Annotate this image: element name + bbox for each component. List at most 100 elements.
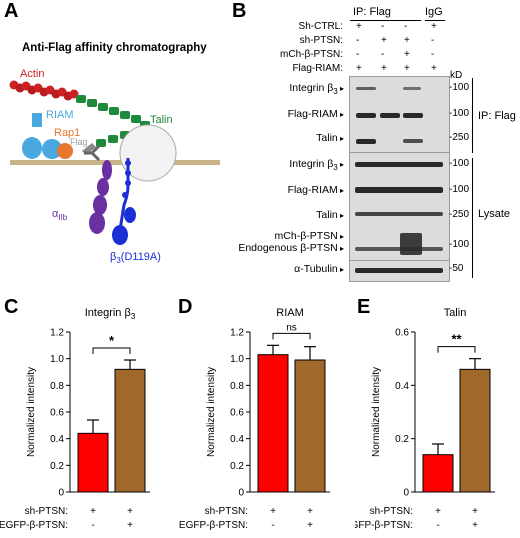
condition-sign: + (431, 63, 437, 74)
lysate-group-bracket (472, 158, 473, 278)
y-tick-label: 0 (58, 488, 64, 499)
y-tick-label: 0.4 (50, 434, 64, 445)
condition-label: sh-PTSN: (25, 506, 68, 517)
significance-label: ** (451, 332, 462, 347)
chart-title: RIAM (276, 307, 304, 319)
panel-letter-d: D (178, 296, 193, 318)
y-axis-label: Normalized intensity (26, 367, 37, 457)
kd-marker: -100 (449, 108, 470, 119)
condition-sign: + (270, 506, 276, 517)
condition-sign: - (356, 49, 360, 60)
condition-sign: - (381, 49, 385, 60)
blot-row-label: Integrin β3 ▸ (289, 158, 344, 173)
membrane (10, 160, 220, 165)
kd-marker: -100 (449, 239, 470, 250)
panel-letter-c: C (4, 296, 19, 318)
y-tick-label: 1.0 (230, 354, 244, 365)
condition-sign: - (271, 520, 274, 531)
condition-sign: + (127, 520, 133, 531)
kd-marker: -50 (449, 263, 464, 274)
affinity-bead (119, 124, 177, 182)
condition-sign: + (356, 21, 362, 32)
y-tick-label: 0.2 (50, 461, 64, 472)
condition-label: sh-PTSN: (205, 506, 248, 517)
y-tick-label: 0.6 (50, 408, 64, 419)
blot-row-label: Talin ▸ (316, 132, 344, 144)
y-tick-label: 0.6 (395, 328, 409, 339)
lysate-blot-upper (349, 152, 450, 264)
y-tick-label: 0.2 (230, 461, 244, 472)
panel-letter-e: E (357, 296, 371, 318)
condition-sign: + (127, 506, 133, 517)
alpha-label: αIIb (52, 208, 68, 222)
chart-title: Talin (444, 307, 467, 319)
condition-label: EGFP-β-PTSN: (355, 520, 413, 531)
kd-marker: -250 (449, 132, 470, 143)
bar (257, 354, 289, 493)
bar (294, 359, 326, 493)
y-tick-label: 0.6 (230, 408, 244, 419)
chart-c: Integrin β3 0 0.2 0.4 0.6 0.8 1.0 1.2 Normalized… (0, 307, 150, 531)
y-tick-label: 0.8 (50, 381, 64, 392)
condition-sign: + (404, 35, 410, 46)
condition-sign: - (431, 35, 435, 46)
blot-row-label: α-Tubulin ▸ (294, 263, 344, 275)
condition-sign: + (381, 63, 387, 74)
condition-sign: + (356, 63, 362, 74)
condition-sign: - (404, 21, 408, 32)
panel-a-title: Anti-Flag affinity chromatography (22, 42, 207, 54)
chart-d: RIAM 0 0.2 0.4 0.6 0.8 1.0 1.2 Normalized intens… (179, 307, 330, 531)
condition-sign: + (307, 506, 313, 517)
blot-row-label: mCh-β-PTSN ▸ (274, 230, 344, 242)
condition-sign: + (90, 506, 96, 517)
bar (114, 368, 146, 493)
significance-bracket (92, 347, 131, 354)
beta3-integrin (112, 158, 136, 245)
condition-label: Flag-RIAM: (292, 63, 343, 74)
significance-bracket (272, 332, 311, 340)
kd-marker: -100 (449, 184, 470, 195)
y-tick-label: 0.4 (395, 381, 409, 392)
tubulin-blot (349, 260, 450, 282)
igg-header: IgG (425, 6, 443, 18)
kd-marker: -100 (449, 158, 470, 169)
condition-sign: - (431, 49, 435, 60)
alpha-iib-integrin (89, 160, 112, 234)
panel-letter-a: A (4, 0, 19, 22)
beta3-label: β3(D119A) (110, 251, 161, 265)
y-axis-label: Normalized intensity (206, 367, 217, 457)
condition-label: EGFP-β-PTSN: (179, 520, 248, 531)
ip-blot (349, 76, 450, 159)
condition-sign: + (435, 506, 441, 517)
condition-sign: + (307, 520, 313, 531)
condition-label: EGFP-β-PTSN: (0, 520, 68, 531)
condition-sign: + (404, 63, 410, 74)
bar (422, 454, 454, 493)
condition-sign: + (472, 506, 478, 517)
igg-header-line (425, 20, 445, 21)
ip-group-label: IP: Flag (478, 110, 516, 122)
condition-sign: + (472, 520, 478, 531)
blot-row-label: Integrin β3 ▸ (289, 82, 344, 97)
riam-domain-2 (42, 139, 62, 159)
ip-group-bracket (472, 78, 473, 153)
blot-row-label: Endogenous β-PTSN ▸ (238, 242, 344, 254)
ip-flag-header-line (350, 20, 421, 21)
y-axis-label: Normalized intensity (371, 367, 382, 457)
chart-e: Talin 0 0.2 0.4 0.6 Normalized intensity ** sh-… (355, 307, 495, 531)
blot-row-label: Flag-RIAM ▸ (287, 184, 344, 196)
condition-sign: - (436, 520, 439, 531)
riam-domain-1 (22, 137, 42, 159)
blot-row-label: Talin ▸ (316, 209, 344, 221)
y-tick-label: 0.2 (395, 434, 409, 445)
blot-row-label: Flag-RIAM ▸ (287, 108, 344, 120)
condition-sign: + (381, 35, 387, 46)
talin-label: Talin (150, 114, 173, 126)
condition-label: Sh-CTRL: (298, 21, 343, 32)
y-tick-label: 1.2 (230, 328, 244, 339)
rap1-protein (57, 143, 73, 159)
riam-protein (32, 113, 42, 127)
condition-label: sh-PTSN: (370, 506, 413, 517)
condition-sign: + (431, 21, 437, 32)
actin-filament (9, 80, 79, 101)
